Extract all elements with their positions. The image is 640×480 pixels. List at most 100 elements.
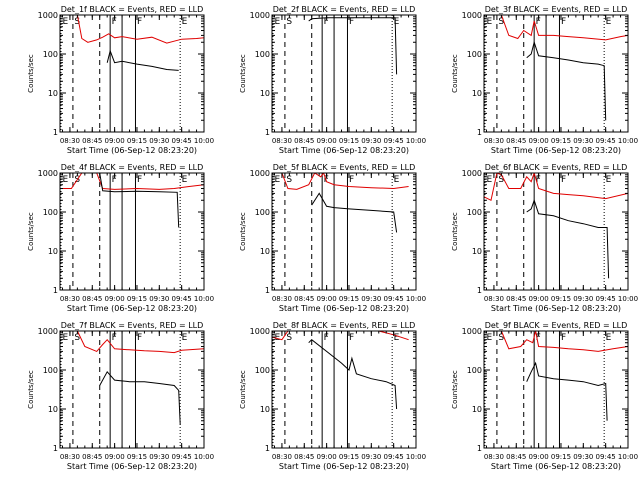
x-tick-label: 09:00 [317,295,337,303]
x-tick-label: 09:45 [172,137,192,145]
x-tick-label: 08:30 [272,453,292,461]
plot-frame [59,330,205,449]
panel-title: Det_2f BLACK = Events, RED = LLD [273,5,416,14]
y-axis-label: Counts/sec [451,54,459,93]
x-tick-label: 09:00 [529,137,549,145]
x-tick-label: 08:45 [294,453,314,461]
x-tick-label: 09:45 [596,453,616,461]
y-tick-label: 1000 [462,327,482,336]
x-tick-label: 10:00 [618,137,638,145]
y-tick-label: 1000 [250,327,270,336]
x-tick-label: 08:45 [82,295,102,303]
marker-label: F [349,333,354,343]
y-tick-label: 1 [53,286,58,295]
x-tick-label: 08:45 [294,295,314,303]
x-tick-label: 09:15 [551,295,571,303]
x-tick-label: 09:30 [361,295,381,303]
marker-label: E [606,333,612,343]
y-tick-label: 1000 [462,11,482,20]
y-tick-label: 1000 [250,169,270,178]
x-tick-label: 09:30 [361,137,381,145]
y-axis-label: Counts/sec [239,212,247,251]
x-tick-label: 08:45 [506,295,526,303]
y-tick-label: 1 [477,286,482,295]
events-series-line [526,198,610,279]
events-series-line [526,40,607,121]
plot-frame [271,330,417,449]
plot-frame [483,172,629,291]
events-series-line [106,49,179,71]
x-tick-label: 09:30 [573,453,593,461]
x-tick-label: 08:30 [272,295,292,303]
x-axis-label: Start Time (06-Sep-12 08:23:20) [491,146,621,155]
y-tick-label: 100 [43,366,58,375]
x-tick-label: 09:15 [339,453,359,461]
y-tick-label: 1 [265,286,270,295]
events-series-line [308,339,398,410]
y-tick-label: 10 [472,247,482,256]
lld-series-line [60,173,204,190]
x-tick-label: 08:30 [60,453,80,461]
x-tick-label: 09:15 [127,137,147,145]
x-tick-label: 09:30 [149,137,169,145]
x-tick-label: 10:00 [406,295,426,303]
events-series-line [311,192,398,233]
y-tick-label: 10 [472,405,482,414]
x-tick-label: 09:30 [149,295,169,303]
marker-label: F [112,333,117,343]
x-axis-label: Start Time (06-Sep-12 08:23:20) [491,304,621,313]
lld-series-line [272,331,409,341]
marker-label: F [536,333,541,343]
y-tick-label: 100 [255,366,270,375]
panel-title: Det_1f BLACK = Events, RED = LLD [61,5,204,14]
lld-series-line [484,173,628,202]
x-tick-label: 08:45 [294,137,314,145]
x-tick-label: 08:30 [484,295,504,303]
x-tick-label: 09:45 [384,295,404,303]
y-axis-label: Counts/sec [451,370,459,409]
plot-frame [59,172,205,291]
x-tick-label: 10:00 [194,453,214,461]
y-tick-label: 1000 [250,11,270,20]
marker-label: E [182,17,188,27]
marker-label: E [62,17,68,27]
x-axis-label: Start Time (06-Sep-12 08:23:20) [67,146,197,155]
panel-title: Det_9f BLACK = Events, RED = LLD [485,321,628,330]
x-tick-label: 09:45 [172,295,192,303]
marker-label: S [498,333,504,343]
x-tick-label: 10:00 [618,453,638,461]
marker-label: F [561,175,566,185]
y-axis-label: Counts/sec [27,54,35,93]
marker-label: E [486,17,492,27]
x-tick-label: 09:15 [127,295,147,303]
y-axis-label: Counts/sec [451,212,459,251]
x-tick-label: 08:30 [272,137,292,145]
x-tick-label: 08:30 [484,453,504,461]
y-tick-label: 1 [53,128,58,137]
lld-series-line [484,331,628,352]
x-tick-label: 09:45 [384,137,404,145]
x-tick-label: 09:00 [317,453,337,461]
x-tick-label: 09:15 [127,453,147,461]
marker-label: F [137,333,142,343]
y-tick-label: 10 [48,405,58,414]
marker-label: F [561,17,566,27]
x-tick-label: 09:45 [596,295,616,303]
x-tick-label: 09:00 [105,453,125,461]
x-axis-label: Start Time (06-Sep-12 08:23:20) [279,304,409,313]
marker-label: F [349,17,354,27]
events-series-line [99,370,181,425]
y-tick-label: 100 [255,50,270,59]
x-tick-label: 09:15 [339,137,359,145]
marker-label: F [137,175,142,185]
marker-label: E [62,175,68,185]
marker-label: E [394,17,400,27]
x-tick-label: 08:45 [506,137,526,145]
events-series-line [99,173,180,228]
panel-title: Det_7f BLACK = Events, RED = LLD [61,321,204,330]
marker-label: E [394,175,400,185]
y-tick-label: 1000 [38,327,58,336]
